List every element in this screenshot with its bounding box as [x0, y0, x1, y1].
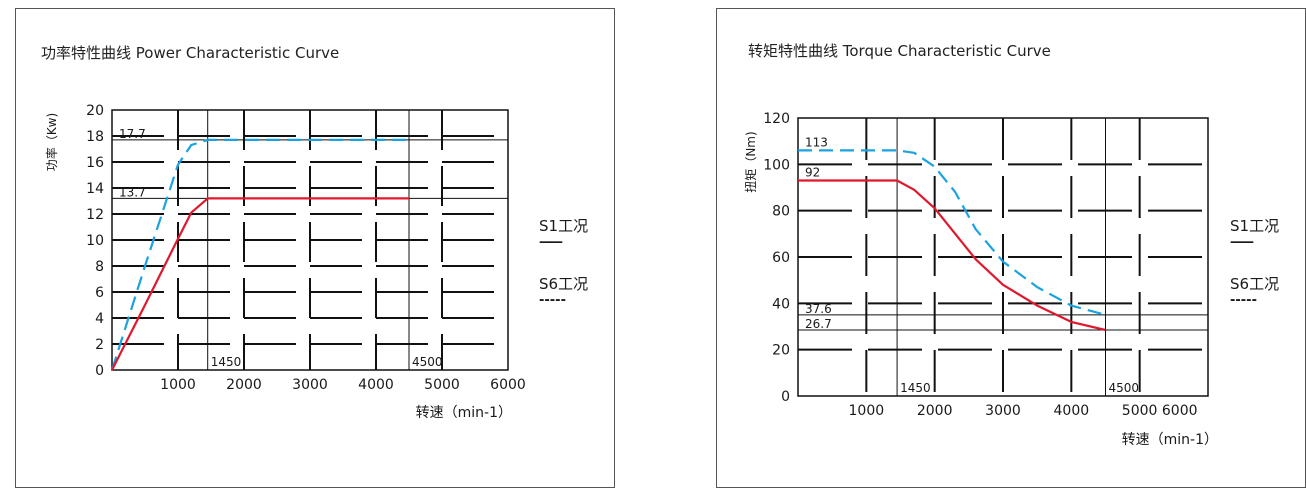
torque-legend-swatch: -----: [1230, 293, 1257, 308]
power-y-tick-label: 4: [95, 311, 104, 327]
torque-chart-title: 转矩特性曲线 Torque Characteristic Curve: [748, 42, 1051, 60]
torque-y-tick-label: 100: [763, 157, 790, 173]
torque-series-line-s1: [798, 149, 1106, 316]
power-y-tick-label: 18: [86, 129, 104, 145]
torque-x-tick-label: 1000: [849, 403, 885, 419]
power-legend-swatch: ——: [539, 235, 563, 250]
torque-reference-label: 26.7: [805, 317, 832, 331]
power-chart: 17.7 13.7 1450 4500 0 2 4 6 8 10 12 14 16 18 20 1000 200…: [44, 103, 588, 421]
torque-reference-vlabel: 1450: [900, 381, 931, 395]
power-chart-panel: 功率特性曲线 Power Characteristic Curve: [15, 8, 615, 488]
power-legend-label: S6工况: [539, 275, 588, 293]
power-y-tick-label: 12: [86, 207, 104, 223]
power-x-tick-label: 3000: [292, 377, 328, 393]
power-legend-label: S1工况: [539, 217, 588, 235]
power-reference-label: 17.7: [119, 127, 146, 141]
power-y-tick-label: 10: [86, 233, 104, 249]
torque-legend-swatch: ——: [1230, 235, 1254, 250]
torque-chart: 37.626.7 113 92 1450 4500 0 20 40 60 80 100 120 1000…: [744, 111, 1279, 448]
torque-reference-label: 113: [805, 135, 828, 149]
power-reference-label: 13.7: [119, 185, 146, 199]
power-y-tick-label: 2: [95, 337, 104, 353]
power-y-tick-label: 6: [95, 285, 104, 301]
torque-reference-label: 37.6: [805, 302, 832, 316]
power-x-tick-label: 6000: [490, 377, 526, 393]
power-x-tick-label: 2000: [226, 377, 262, 393]
torque-y-axis-label: 扭矩（Nm): [744, 131, 758, 192]
power-reference-vlabel: 1450: [211, 355, 242, 369]
torque-x-tick-label: 2000: [917, 403, 953, 419]
torque-x-tick-label: 3000: [985, 403, 1021, 419]
torque-y-tick-label: 20: [772, 343, 790, 359]
power-legend-swatch: -----: [539, 293, 566, 308]
power-y-axis-label: 功率（Kw): [44, 113, 59, 171]
power-series-line-s6: [111, 197, 409, 371]
torque-y-tick-label: 40: [772, 296, 790, 312]
power-y-tick-label: 14: [86, 181, 104, 197]
power-reference-vlabel: 4500: [412, 355, 443, 369]
power-y-tick-label: 8: [95, 259, 104, 275]
power-y-tick-label: 20: [86, 103, 104, 119]
torque-series-line-s6: [798, 179, 1106, 332]
torque-x-axis-label: 转速（min-1）: [1122, 432, 1218, 448]
power-y-tick-label: 16: [86, 155, 104, 171]
power-x-axis-label: 转速（min-1）: [416, 405, 512, 421]
power-chart-title: 功率特性曲线 Power Characteristic Curve: [41, 44, 340, 62]
power-y-tick-label: 0: [95, 363, 104, 379]
power-x-tick-label: 5000: [424, 377, 460, 393]
power-x-tick-label: 1000: [160, 377, 196, 393]
torque-y-tick-label: 120: [763, 111, 790, 127]
torque-y-tick-label: 0: [781, 389, 790, 405]
power-x-tick-label: 4000: [358, 377, 394, 393]
power-series-line-s1: [110, 138, 409, 371]
torque-x-tick-label: 4000: [1054, 403, 1090, 419]
torque-reference-vlabel: 4500: [1109, 381, 1140, 395]
torque-legend-label: S1工况: [1230, 217, 1279, 235]
torque-y-tick-label: 60: [772, 250, 790, 266]
torque-y-tick-label: 80: [772, 204, 790, 220]
torque-reference-label: 92: [805, 166, 820, 180]
torque-x-tick-label: 5000 6000: [1122, 403, 1198, 419]
torque-legend-label: S6工况: [1230, 275, 1279, 293]
